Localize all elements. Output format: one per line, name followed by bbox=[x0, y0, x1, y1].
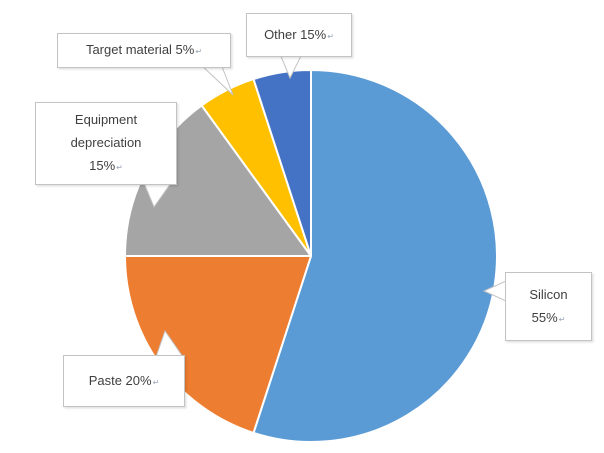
callout-line: depreciation bbox=[70, 135, 142, 150]
callout-silicon[interactable]: Silicon 55%↵ bbox=[505, 272, 592, 341]
callout-line: Target material 5%↵ bbox=[85, 42, 203, 57]
callout-line: 15%↵ bbox=[89, 158, 123, 173]
return-mark-icon: ↵ bbox=[558, 314, 566, 324]
return-mark-icon: ↵ bbox=[195, 47, 203, 56]
return-mark-icon: ↵ bbox=[116, 163, 123, 172]
callout-paste[interactable]: Paste 20%↵ bbox=[63, 355, 185, 407]
callout-target-material[interactable]: Target material 5%↵ bbox=[57, 33, 231, 68]
callout-line: Paste 20%↵ bbox=[88, 372, 160, 388]
callout-line: Other 15%↵ bbox=[264, 26, 334, 42]
callout-line: 55%↵ bbox=[531, 309, 566, 325]
callout-tail-target bbox=[198, 63, 234, 96]
return-mark-icon: ↵ bbox=[327, 31, 334, 41]
callout-line: Equipment bbox=[74, 112, 138, 127]
return-mark-icon: ↵ bbox=[152, 377, 160, 387]
callout-line: Silicon bbox=[529, 286, 568, 302]
callout-equipment-depreciation[interactable]: Equipment depreciation 15%↵ bbox=[35, 102, 177, 185]
pie-slice-other[interactable] bbox=[252, 68, 312, 257]
pie-slice-silicon[interactable] bbox=[252, 69, 498, 443]
callout-other[interactable]: Other 15%↵ bbox=[246, 13, 352, 57]
